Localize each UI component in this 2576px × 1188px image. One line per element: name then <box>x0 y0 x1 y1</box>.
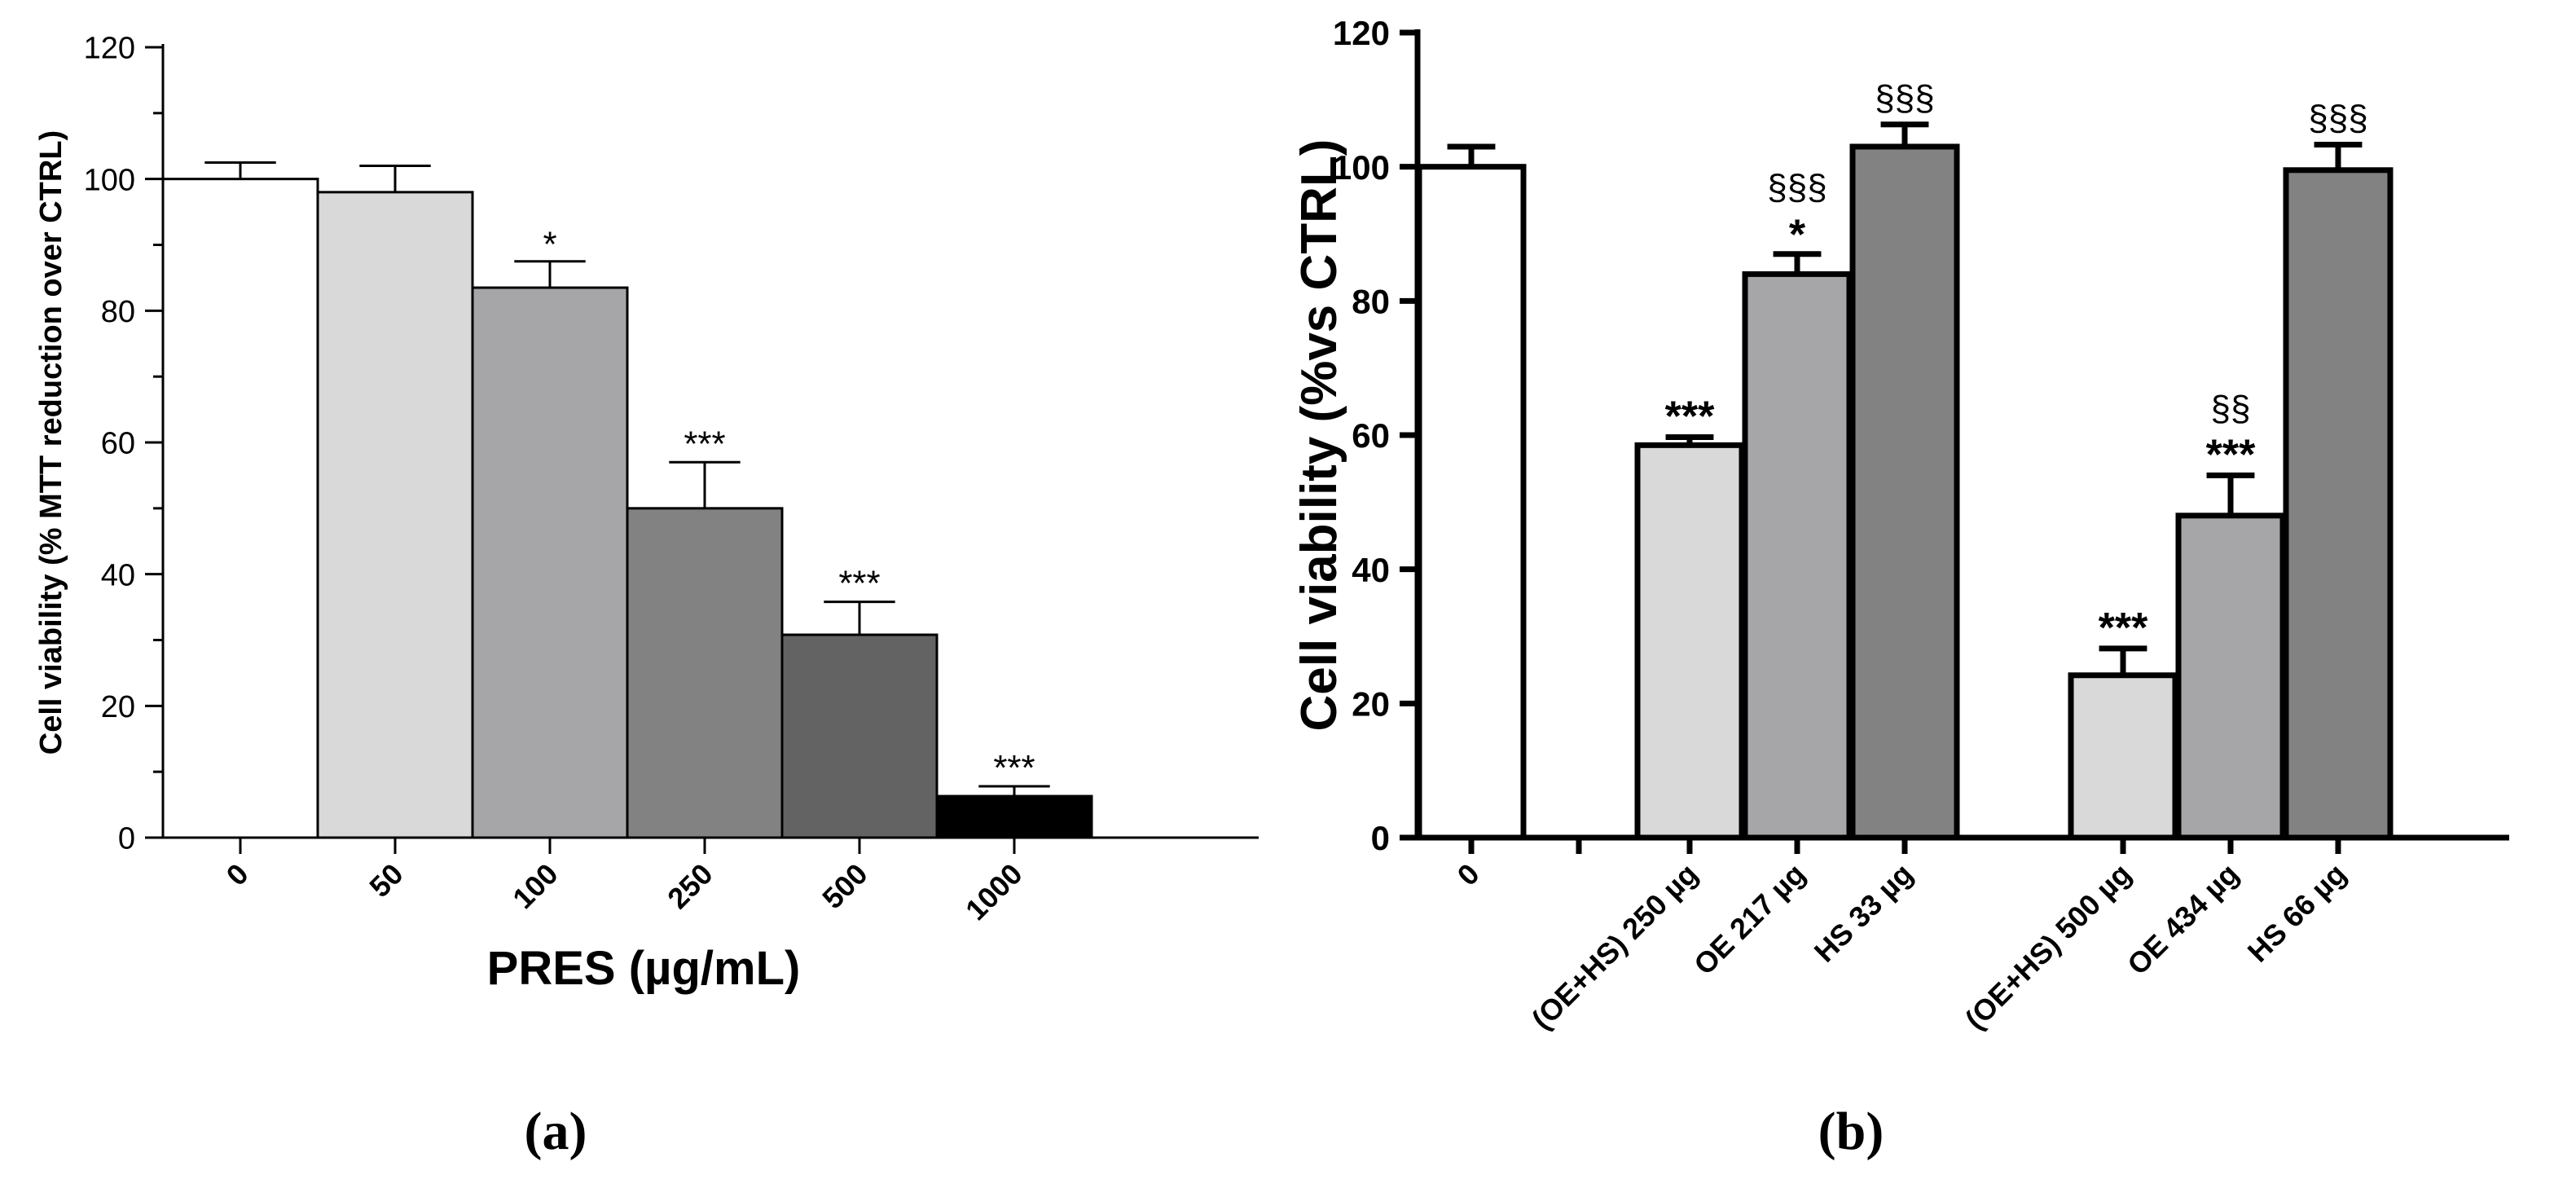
significance-label: *** <box>684 424 725 464</box>
significance-label: * <box>1789 212 1806 259</box>
x-tick-label: 0 <box>220 857 255 892</box>
significance-label: * <box>543 225 556 265</box>
bar <box>626 507 784 839</box>
y-axis-label: Cell viability (% MTT reduction over CTR… <box>34 130 68 755</box>
y-tick-label: 100 <box>1333 148 1390 187</box>
bar <box>935 794 1093 839</box>
x-tick-label: (OE+HS) 500 µg <box>1958 857 2138 1036</box>
x-axis-label: PRES (µg/mL) <box>487 942 801 995</box>
bar <box>1416 164 1527 841</box>
x-tick-label: HS 66 µg <box>2241 857 2353 969</box>
y-tick-label: 60 <box>101 427 135 461</box>
significance-label-secondary: §§ <box>2211 389 2251 429</box>
bar <box>1742 271 1853 841</box>
x-tick-label: 500 <box>815 857 873 915</box>
x-tick-label: OE 434 µg <box>2121 857 2245 982</box>
y-tick-label: 120 <box>1333 14 1390 52</box>
bar <box>2175 513 2286 841</box>
significance-label: *** <box>838 564 880 604</box>
bar <box>1849 143 1960 841</box>
bar <box>161 178 319 839</box>
y-tick-label: 20 <box>1352 684 1390 723</box>
y-tick-label: 100 <box>84 163 135 197</box>
bar <box>471 286 629 839</box>
significance-label-secondary: §§§ <box>2308 98 2367 138</box>
y-tick-label: 80 <box>101 295 135 329</box>
significance-label: *** <box>993 748 1035 788</box>
panel-label: (a) <box>525 1102 587 1161</box>
x-tick-label: OE 217 µg <box>1687 857 1812 982</box>
x-tick-label: 0 <box>1451 857 1486 892</box>
x-tick-label: 100 <box>506 857 564 915</box>
y-tick-label: 0 <box>1371 819 1390 857</box>
x-tick-label: (OE+HS) 250 µg <box>1525 857 1704 1036</box>
bar <box>2068 672 2178 841</box>
significance-label: *** <box>2206 431 2256 478</box>
bar <box>2283 167 2394 841</box>
x-tick-label: 50 <box>363 857 409 904</box>
panel-label: (b) <box>1818 1102 1884 1161</box>
y-tick-label: 80 <box>1352 282 1390 320</box>
y-tick-label: 60 <box>1352 416 1390 455</box>
significance-label: *** <box>1665 393 1715 440</box>
significance-label-secondary: §§§ <box>1767 167 1826 207</box>
bar <box>780 633 939 839</box>
y-tick-label: 40 <box>1352 551 1390 589</box>
x-tick-label: 250 <box>661 857 719 915</box>
y-tick-label: 20 <box>101 690 135 724</box>
bar <box>316 191 474 839</box>
bar <box>1634 442 1745 841</box>
significance-label: *** <box>2099 605 2148 652</box>
chart-b: 0 20 40 60 80 100 120 Cell viability (%vs CTRL)… <box>1291 14 2509 1161</box>
significance-label-secondary: §§§ <box>1875 78 1934 118</box>
y-tick-label: 40 <box>101 558 135 592</box>
y-axis-label: Cell viability (%vs CTRL) <box>1291 139 1347 732</box>
chart-a: 0 20 40 60 80 100 120 Cell viability (% MTT red… <box>34 32 1259 1161</box>
x-tick-label: HS 33 µg <box>1808 857 1919 969</box>
y-tick-label: 120 <box>84 32 135 66</box>
x-tick-label: 1000 <box>959 857 1029 927</box>
y-tick-label: 0 <box>118 822 135 856</box>
